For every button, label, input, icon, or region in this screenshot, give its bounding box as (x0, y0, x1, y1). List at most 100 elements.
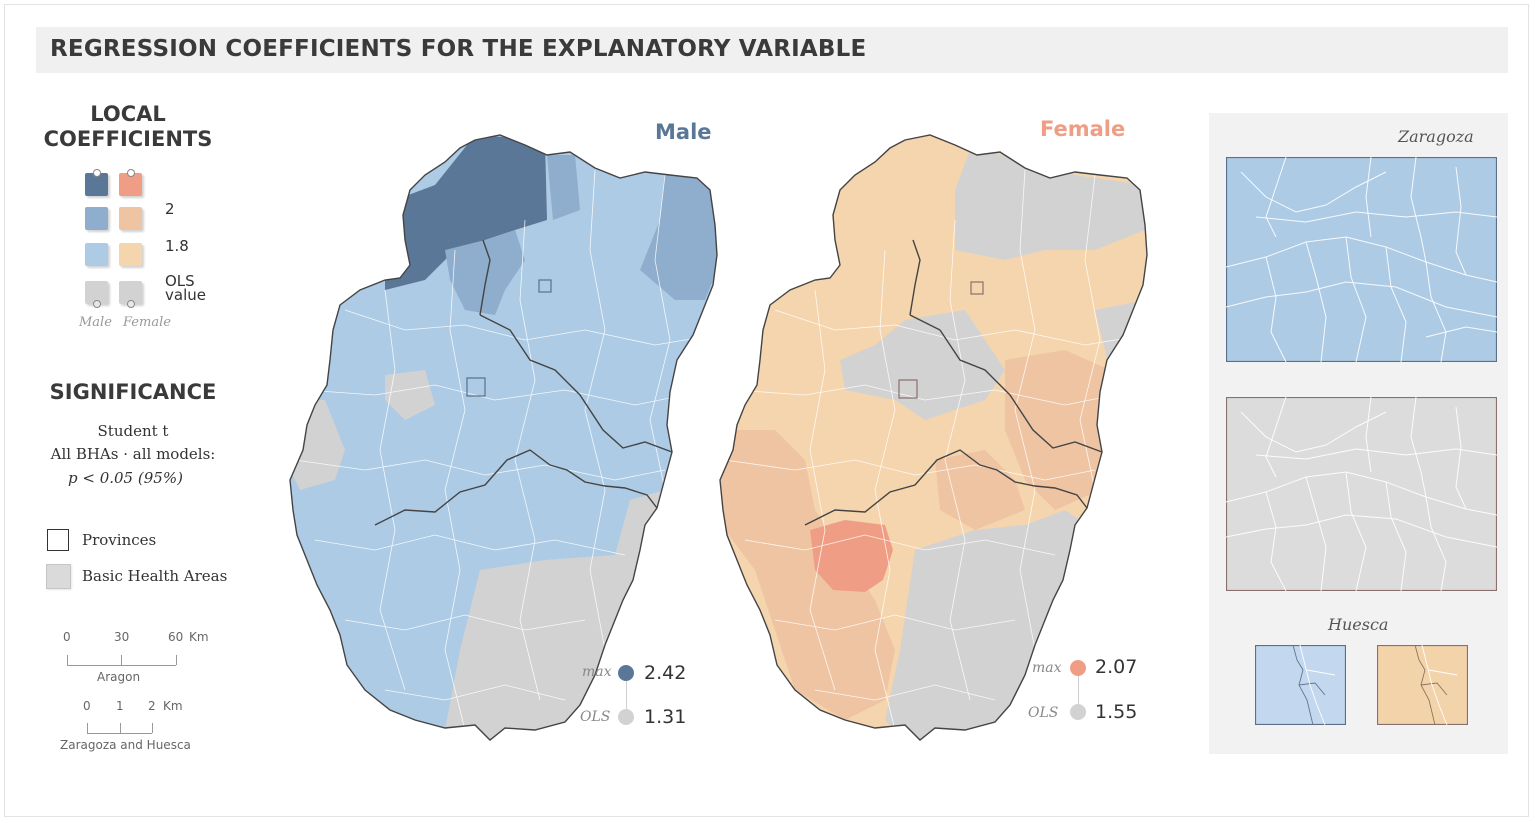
zaragoza-male-streets (1226, 157, 1497, 362)
ols-line-2: value (165, 286, 206, 304)
scale-tick (152, 723, 153, 733)
scale-tick (87, 723, 88, 733)
scale-tick-label: 60 (168, 630, 184, 644)
swatch-female-ols (119, 281, 142, 304)
male-max-value: 2.42 (644, 662, 687, 684)
local-heading-line-2: COEFFICIENTS (43, 127, 213, 151)
pin-icon (127, 169, 135, 177)
huesca-city-marker (970, 281, 984, 295)
female-dark-area (810, 520, 893, 592)
provinces-swatch (47, 529, 69, 551)
scale-line (87, 733, 152, 734)
male-ols-label: OLS (580, 709, 611, 725)
male-dark-area (385, 135, 547, 290)
swatch-male-light (85, 243, 108, 266)
legend-male-label: Male (79, 315, 112, 330)
zaragoza-city-marker (898, 379, 918, 399)
scale-tick-label: 1 (116, 699, 124, 713)
huesca-male-boundaries (1292, 645, 1326, 725)
threshold-2-label: 2 (165, 200, 175, 218)
male-ols-value: 1.31 (644, 706, 687, 728)
huesca-female-streets (1421, 645, 1458, 725)
huesca-female-inset (1377, 645, 1468, 725)
bha-swatch (46, 564, 71, 589)
male-map (289, 134, 718, 741)
significance-heading: SIGNIFICANCE (49, 380, 217, 404)
zaragoza-city-marker (466, 377, 486, 397)
significance-line-2: All BHAs · all models: (50, 445, 216, 463)
female-bha-boundaries (724, 169, 1146, 731)
title-bar: REGRESSION COEFFICIENTS FOR THE EXPLANAT… (36, 27, 1508, 73)
scale-line (67, 665, 176, 666)
male-mid-area-west (445, 230, 525, 315)
scale-unit-label: Km (163, 699, 183, 713)
huesca-city-marker (538, 279, 552, 293)
swatch-female-light (119, 243, 142, 266)
male-ols-dot (618, 709, 634, 725)
female-map (719, 134, 1148, 741)
female-ols-value: 1.55 (1095, 701, 1138, 723)
male-map-title: Male (655, 120, 712, 144)
female-mid-area-southwest (720, 430, 895, 720)
scale-tick-label: 30 (114, 630, 130, 644)
scale-label: Aragon (97, 670, 141, 684)
scale-tick (67, 655, 68, 665)
huesca-male-inset (1255, 645, 1346, 725)
male-ols-area-center (385, 370, 435, 420)
male-province-borders (289, 134, 718, 741)
ols-value-label: OLS value (165, 272, 206, 304)
male-max-dot (618, 665, 634, 681)
scale-unit-label: Km (189, 630, 209, 644)
female-ols-area-south (885, 510, 1095, 740)
scale-tick-label: 0 (83, 699, 91, 713)
huesca-label: Huesca (1328, 615, 1389, 634)
male-bha-boundaries (294, 169, 716, 731)
female-ols-label: OLS (1028, 705, 1059, 721)
zaragoza-female-inset (1226, 397, 1497, 591)
local-heading-line-1: LOCAL (90, 102, 166, 126)
figure-title: REGRESSION COEFFICIENTS FOR THE EXPLANAT… (50, 36, 867, 62)
male-connector (626, 681, 627, 709)
male-max-label: max (582, 664, 612, 680)
significance-line-1: Student t (97, 422, 169, 440)
scale-tick (121, 655, 122, 665)
scale-tick (120, 723, 121, 733)
huesca-male-streets (1299, 645, 1336, 725)
bha-label: Basic Health Areas (82, 567, 228, 585)
female-max-dot (1070, 660, 1086, 676)
huesca-female-boundaries (1414, 645, 1448, 725)
local-coefficients-heading: LOCAL COEFFICIENTS (30, 102, 226, 152)
scale-tick (176, 655, 177, 665)
female-ols-dot (1070, 704, 1086, 720)
zaragoza-female-streets (1226, 397, 1497, 591)
scale-tick-label: 0 (63, 630, 71, 644)
swatch-male-dark (85, 173, 108, 196)
swatch-female-dark (119, 173, 142, 196)
ols-line-1: OLS (165, 272, 195, 290)
female-ols-area-center (840, 310, 1005, 420)
female-max-label: max (1032, 660, 1062, 676)
significance-line-3: p < 0.05 (95%) (68, 469, 183, 487)
swatch-male-mid (85, 207, 108, 230)
female-ols-area-north (955, 150, 1145, 260)
scale-tick-label: 2 (148, 699, 156, 713)
female-connector (1078, 676, 1079, 704)
female-province-borders (719, 134, 1148, 741)
swatch-female-mid (119, 207, 142, 230)
pin-icon (93, 300, 101, 308)
female-max-value: 2.07 (1095, 656, 1138, 678)
zaragoza-label: Zaragoza (1398, 127, 1474, 146)
swatch-male-ols (85, 281, 108, 304)
threshold-18-label: 1.8 (165, 237, 189, 255)
scale-label: Zaragoza and Huesca (60, 738, 191, 752)
legend-female-label: Female (123, 315, 171, 330)
confidence-text: (95%) (137, 469, 183, 487)
male-mid-area-north (547, 155, 580, 220)
p-value-text: p < 0.05 (68, 469, 134, 487)
male-mid-area-east (640, 170, 717, 300)
figure-frame (4, 4, 1529, 817)
pin-icon (127, 300, 135, 308)
pin-icon (93, 169, 101, 177)
zaragoza-male-inset (1226, 157, 1497, 362)
provinces-label: Provinces (82, 531, 157, 549)
